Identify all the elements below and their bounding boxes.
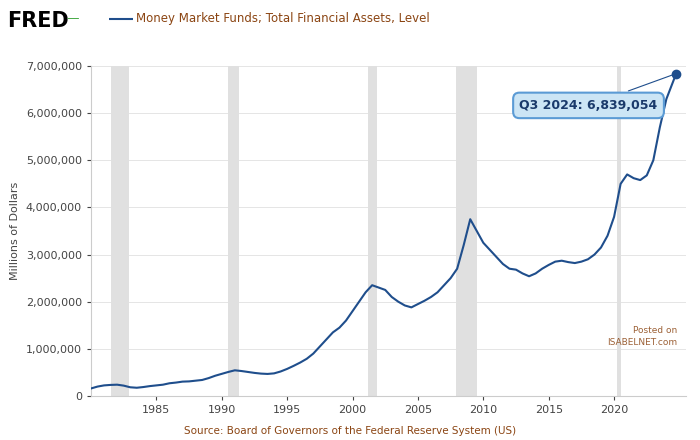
Text: Source: Board of Governors of the Federal Reserve System (US): Source: Board of Governors of the Federa… (184, 425, 516, 436)
Text: Money Market Funds; Total Financial Assets, Level: Money Market Funds; Total Financial Asse… (136, 12, 430, 26)
Text: Posted on
ISABELNET.com: Posted on ISABELNET.com (607, 326, 677, 347)
Y-axis label: Millions of Dollars: Millions of Dollars (10, 182, 20, 280)
Text: Q3 2024: 6,839,054: Q3 2024: 6,839,054 (519, 74, 673, 112)
Bar (456, 66, 477, 396)
Text: —: — (66, 12, 79, 26)
Bar (111, 66, 129, 396)
Bar (228, 66, 239, 396)
Text: FRED: FRED (7, 11, 69, 31)
Bar (617, 66, 621, 396)
Bar (368, 66, 377, 396)
